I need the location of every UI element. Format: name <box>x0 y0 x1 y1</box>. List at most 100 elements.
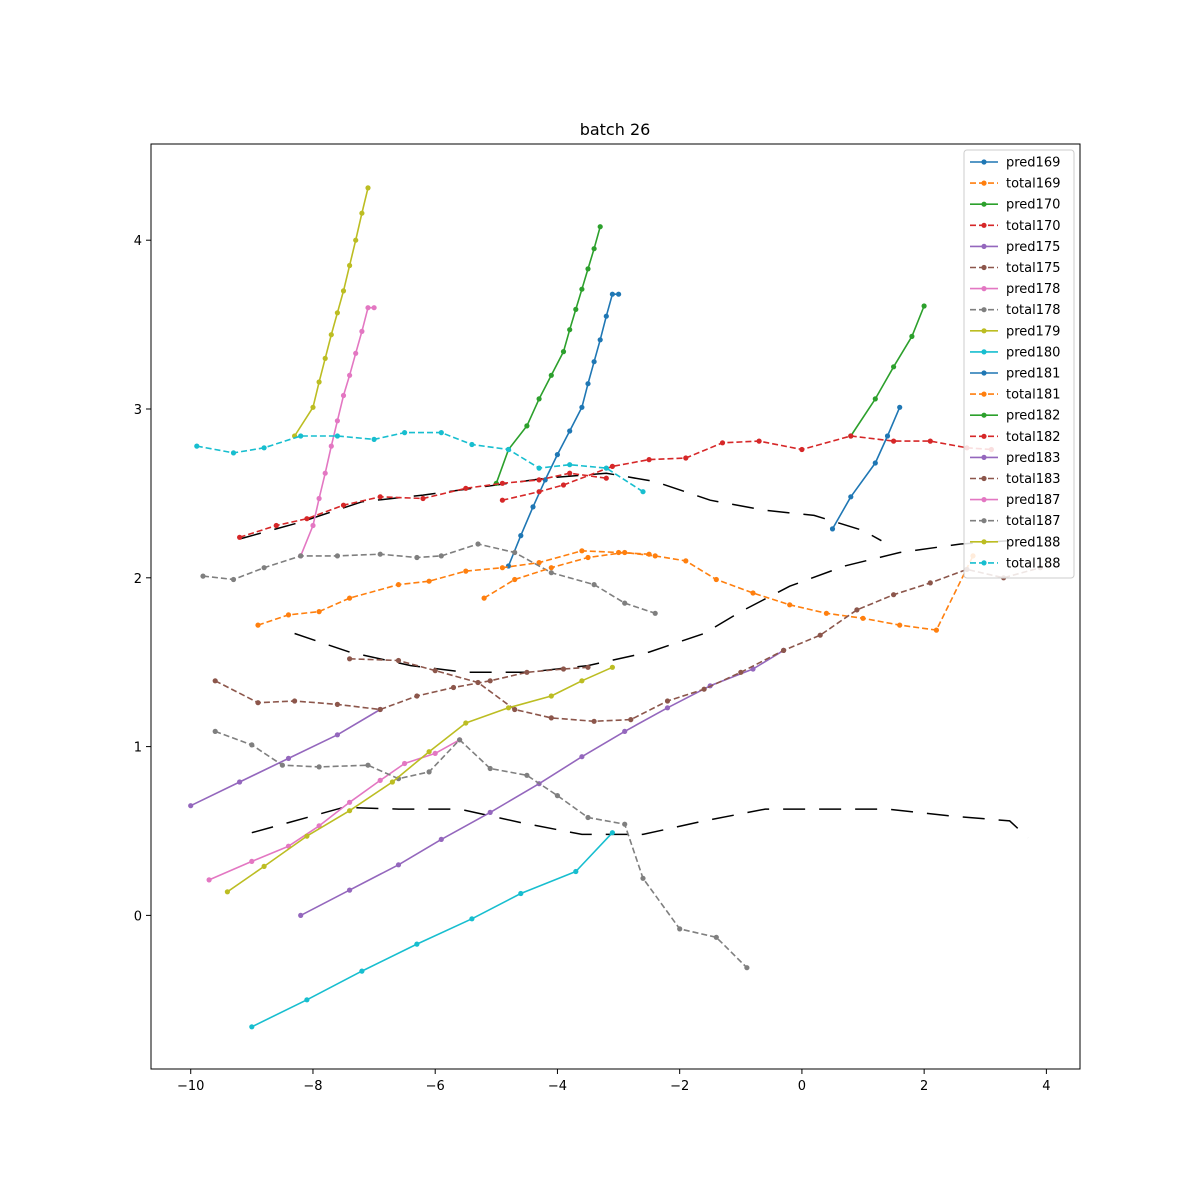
legend-marker <box>981 475 987 482</box>
data-point-pred183 <box>579 754 585 760</box>
data-point-total178 <box>200 573 206 579</box>
data-point-total187 <box>554 793 561 799</box>
data-point-pred182 <box>909 333 915 339</box>
data-point-total187 <box>585 814 591 821</box>
legend-label: pred180 <box>1006 345 1060 360</box>
data-point-pred188 <box>609 664 616 670</box>
series-total187 <box>212 728 750 971</box>
data-point-total188 <box>334 433 340 439</box>
data-point-pred170 <box>597 224 603 230</box>
y-tick-label: 3 <box>134 403 142 418</box>
data-point-total183 <box>432 668 438 674</box>
legend-marker <box>981 264 987 271</box>
data-point-total187 <box>487 765 493 772</box>
data-point-total188 <box>603 465 609 471</box>
legend-item-pred182: pred182 <box>970 409 1060 424</box>
data-point-total187 <box>744 965 750 971</box>
legend-item-pred178: pred178 <box>970 282 1060 297</box>
data-point-total183 <box>475 679 481 686</box>
legend: pred169 total169 pred170 total170 pred175 tot… <box>963 149 1075 579</box>
legend-label: pred178 <box>1006 282 1060 297</box>
chart-title: batch 26 <box>580 120 651 139</box>
data-point-total169 <box>255 622 261 628</box>
data-point-total181 <box>713 576 719 583</box>
x-tick-label: 0 <box>798 1079 806 1094</box>
legend-marker <box>981 307 987 313</box>
series-pred170 <box>493 224 603 486</box>
x-tick-label: −8 <box>303 1079 322 1094</box>
legend-item-pred170: pred170 <box>970 198 1060 213</box>
data-point-pred180 <box>414 941 420 947</box>
legend-marker <box>981 286 987 292</box>
y-tick-label: 2 <box>134 572 142 587</box>
data-point-pred179 <box>347 262 353 269</box>
data-point-total178 <box>475 541 481 547</box>
data-point-total181 <box>512 576 518 583</box>
data-point-total178 <box>377 551 383 557</box>
data-point-pred178 <box>322 470 328 476</box>
data-point-total182 <box>848 433 854 439</box>
data-point-total175 <box>450 684 457 691</box>
legend-item-pred180: pred180 <box>970 345 1060 360</box>
legend-box <box>963 149 1075 579</box>
legend-marker <box>981 433 987 439</box>
data-point-total182 <box>683 455 689 461</box>
data-point-total178 <box>591 582 597 588</box>
data-point-pred175 <box>334 732 340 738</box>
data-point-pred170 <box>573 306 579 312</box>
legend-label: pred179 <box>1006 324 1060 339</box>
data-point-total182 <box>536 489 542 495</box>
data-point-pred180 <box>359 968 365 974</box>
data-point-total181 <box>548 565 554 571</box>
series-line-pred170 <box>495 226 601 484</box>
data-point-total188 <box>261 445 267 451</box>
data-point-pred179 <box>316 379 322 385</box>
data-point-total178 <box>512 549 518 556</box>
data-point-pred175 <box>285 755 292 762</box>
data-point-pred183 <box>395 862 402 868</box>
data-point-total188 <box>505 446 512 453</box>
data-point-total188 <box>438 430 444 436</box>
data-point-pred188 <box>224 889 230 895</box>
data-point-pred183 <box>298 912 304 919</box>
data-point-pred180 <box>249 1024 255 1030</box>
data-point-total187 <box>212 728 218 735</box>
legend-label: total178 <box>1006 303 1061 318</box>
data-point-total181 <box>683 558 689 564</box>
data-point-total183 <box>664 698 671 704</box>
data-point-pred188 <box>463 720 469 726</box>
data-point-pred170 <box>591 246 597 252</box>
data-point-pred179 <box>328 332 334 338</box>
legend-label: total188 <box>1006 556 1061 571</box>
legend-marker <box>981 560 987 566</box>
legend-marker <box>981 222 987 228</box>
data-point-pred170 <box>560 349 567 355</box>
data-point-pred180 <box>469 916 475 922</box>
data-point-pred188 <box>505 705 512 711</box>
reference-dashed-line-2 <box>294 539 1010 674</box>
data-point-total178 <box>438 553 444 559</box>
legend-marker <box>981 201 987 207</box>
x-tick-label: 2 <box>920 1079 928 1094</box>
legend-item-pred181: pred181 <box>970 367 1060 382</box>
data-point-total182 <box>719 440 726 446</box>
legend-marker <box>981 370 987 376</box>
data-point-pred170 <box>536 396 542 402</box>
series-line-pred180 <box>251 832 613 1028</box>
data-point-total187 <box>677 926 683 932</box>
data-point-total181 <box>481 595 487 601</box>
data-point-total183 <box>347 656 353 662</box>
data-point-total187 <box>524 772 530 778</box>
data-point-total178 <box>414 554 420 561</box>
data-point-pred183 <box>622 728 628 735</box>
data-point-pred187 <box>347 799 353 805</box>
data-point-total169 <box>316 609 322 615</box>
data-point-total183 <box>591 718 597 724</box>
data-point-pred175 <box>188 803 194 809</box>
data-point-pred178 <box>316 495 322 502</box>
legend-label: pred183 <box>1006 451 1060 466</box>
data-point-pred170 <box>548 372 554 378</box>
data-point-pred181 <box>872 460 878 466</box>
data-point-pred187 <box>206 877 212 883</box>
